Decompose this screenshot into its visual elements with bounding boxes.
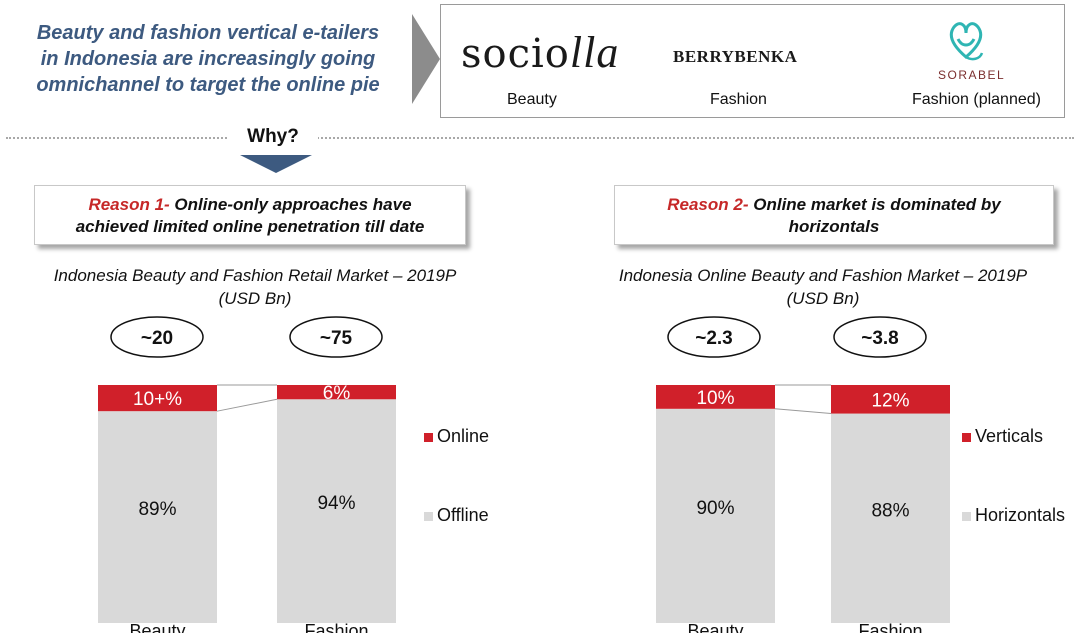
- chart-2-title-line-2: (USD Bn): [786, 289, 860, 308]
- why-label: Why?: [228, 126, 318, 150]
- chart-1-total-label-1: ~20: [141, 328, 173, 349]
- headline-line-3: omnichannel to target the online pie: [36, 74, 380, 96]
- chart-1-total-label-2: ~75: [320, 328, 353, 349]
- chart-1-legend-label-online: Online: [437, 426, 489, 446]
- chart-2-title: Indonesia Online Beauty and Fashion Mark…: [568, 264, 1078, 310]
- chevron-right-icon: [412, 14, 440, 104]
- sorabel-logo-icon: [949, 22, 984, 61]
- brand-category-berrybenka: Fashion: [710, 91, 767, 108]
- reason-1-box: Reason 1- Online-only approaches have ac…: [34, 185, 466, 245]
- chart-1-title: Indonesia Beauty and Fashion Retail Mark…: [0, 264, 510, 310]
- chart-1-label-offline-fashion: 94%: [317, 493, 355, 514]
- chart-2-total-label-2: ~3.8: [861, 328, 899, 349]
- chart-1-bar-offline-fashion: [277, 399, 396, 623]
- chart-1-legend-label-offline: Offline: [437, 505, 489, 525]
- chart-1-bar-offline-beauty: [98, 411, 217, 623]
- chart-1-category-fashion: Fashion: [304, 621, 368, 633]
- chart-2-bar-horizontals-fashion: [831, 413, 950, 623]
- chart-1-legend-swatch-offline: [424, 512, 433, 521]
- chart-2-legend-swatch-horizontals: [962, 512, 971, 521]
- chart-1-label-online-beauty: 10+%: [133, 389, 182, 410]
- chart-2-total-ellipse-1: [667, 316, 761, 358]
- chart-2-online-beauty-fashion: ~2.3 ~3.8 10% 90% Beauty 12% 88% Fashion Vertica…: [656, 316, 1065, 633]
- brand-category-sociolla: Beauty: [507, 91, 557, 108]
- chart-1-total-ellipse-2: [289, 316, 383, 358]
- chart-2-total-label-1: ~2.3: [695, 328, 733, 349]
- chart-1-connector-split: [216, 398, 278, 412]
- brand-panel: sociolla BERRYBENKA SORABEL Beauty Fashi…: [440, 4, 1065, 118]
- chart-2-bar-verticals-fashion: [831, 385, 950, 414]
- chart-1-total-ellipse-1: [110, 316, 204, 358]
- chart-1-title-line-1: Indonesia Beauty and Fashion Retail Mark…: [53, 266, 457, 285]
- chart-1-legend-swatch-online: [424, 433, 433, 442]
- sorabel-logo: SORABEL: [938, 68, 1006, 82]
- reason-2-box: Reason 2- Online market is dominated by …: [614, 185, 1054, 245]
- chart-2-label-horizontals-fashion: 88%: [871, 500, 909, 521]
- chart-2-bar-verticals-beauty: [656, 385, 775, 409]
- chart-2-label-horizontals-beauty: 90%: [696, 498, 734, 519]
- chart-2-title-line-1: Indonesia Online Beauty and Fashion Mark…: [618, 266, 1028, 285]
- chart-1-bar-online-fashion: [277, 385, 396, 400]
- chart-1-label-online-fashion: 6%: [323, 383, 351, 404]
- headline-line-2: in Indonesia are increasingly going: [40, 48, 376, 70]
- reason-2-text-1: Online market is dominated by: [753, 195, 1001, 214]
- brand-category-sorabel: Fashion (planned): [912, 91, 1041, 108]
- chart-2-legend-label-verticals: Verticals: [975, 426, 1043, 446]
- headline-line-1: Beauty and fashion vertical e-tailers: [36, 22, 380, 44]
- chart-1-label-offline-beauty: 89%: [138, 499, 176, 520]
- reason-1-text-1: Online-only approaches have: [174, 195, 412, 214]
- chevron-down-icon: [240, 155, 312, 173]
- chart-2-total-ellipse-2: [833, 316, 927, 358]
- berrybenka-logo: BERRYBENKA: [673, 47, 798, 66]
- chart-2-category-fashion: Fashion: [858, 621, 922, 633]
- chart-1-beauty-fashion-retail: ~20 ~75 10+% 89% Beauty 6% 94% Fashion Online Off…: [98, 316, 489, 633]
- chart-2-bar-horizontals-beauty: [656, 408, 775, 623]
- sociolla-logo: sociolla: [461, 28, 620, 77]
- chart-2-connector-split: [774, 408, 832, 415]
- chart-2-legend-swatch-verticals: [962, 433, 971, 442]
- reason-1-number: Reason 1-: [88, 195, 170, 214]
- chart-1-title-line-2: (USD Bn): [218, 289, 292, 308]
- chart-1-category-beauty: Beauty: [129, 621, 185, 633]
- chart-1-bar-online-beauty: [98, 385, 217, 412]
- chart-2-category-beauty: Beauty: [687, 621, 743, 633]
- reason-1-text-2: achieved limited online penetration till…: [75, 217, 425, 236]
- chart-2-label-verticals-beauty: 10%: [696, 388, 734, 409]
- chart-2-legend-label-horizontals: Horizontals: [975, 505, 1065, 525]
- dotted-divider: [6, 137, 1074, 139]
- reason-2-number: Reason 2-: [667, 195, 749, 214]
- reason-2-text-2: horizontals: [788, 217, 880, 236]
- chart-2-label-verticals-fashion: 12%: [871, 390, 909, 411]
- headline: Beauty and fashion vertical e-tailers in…: [8, 20, 408, 98]
